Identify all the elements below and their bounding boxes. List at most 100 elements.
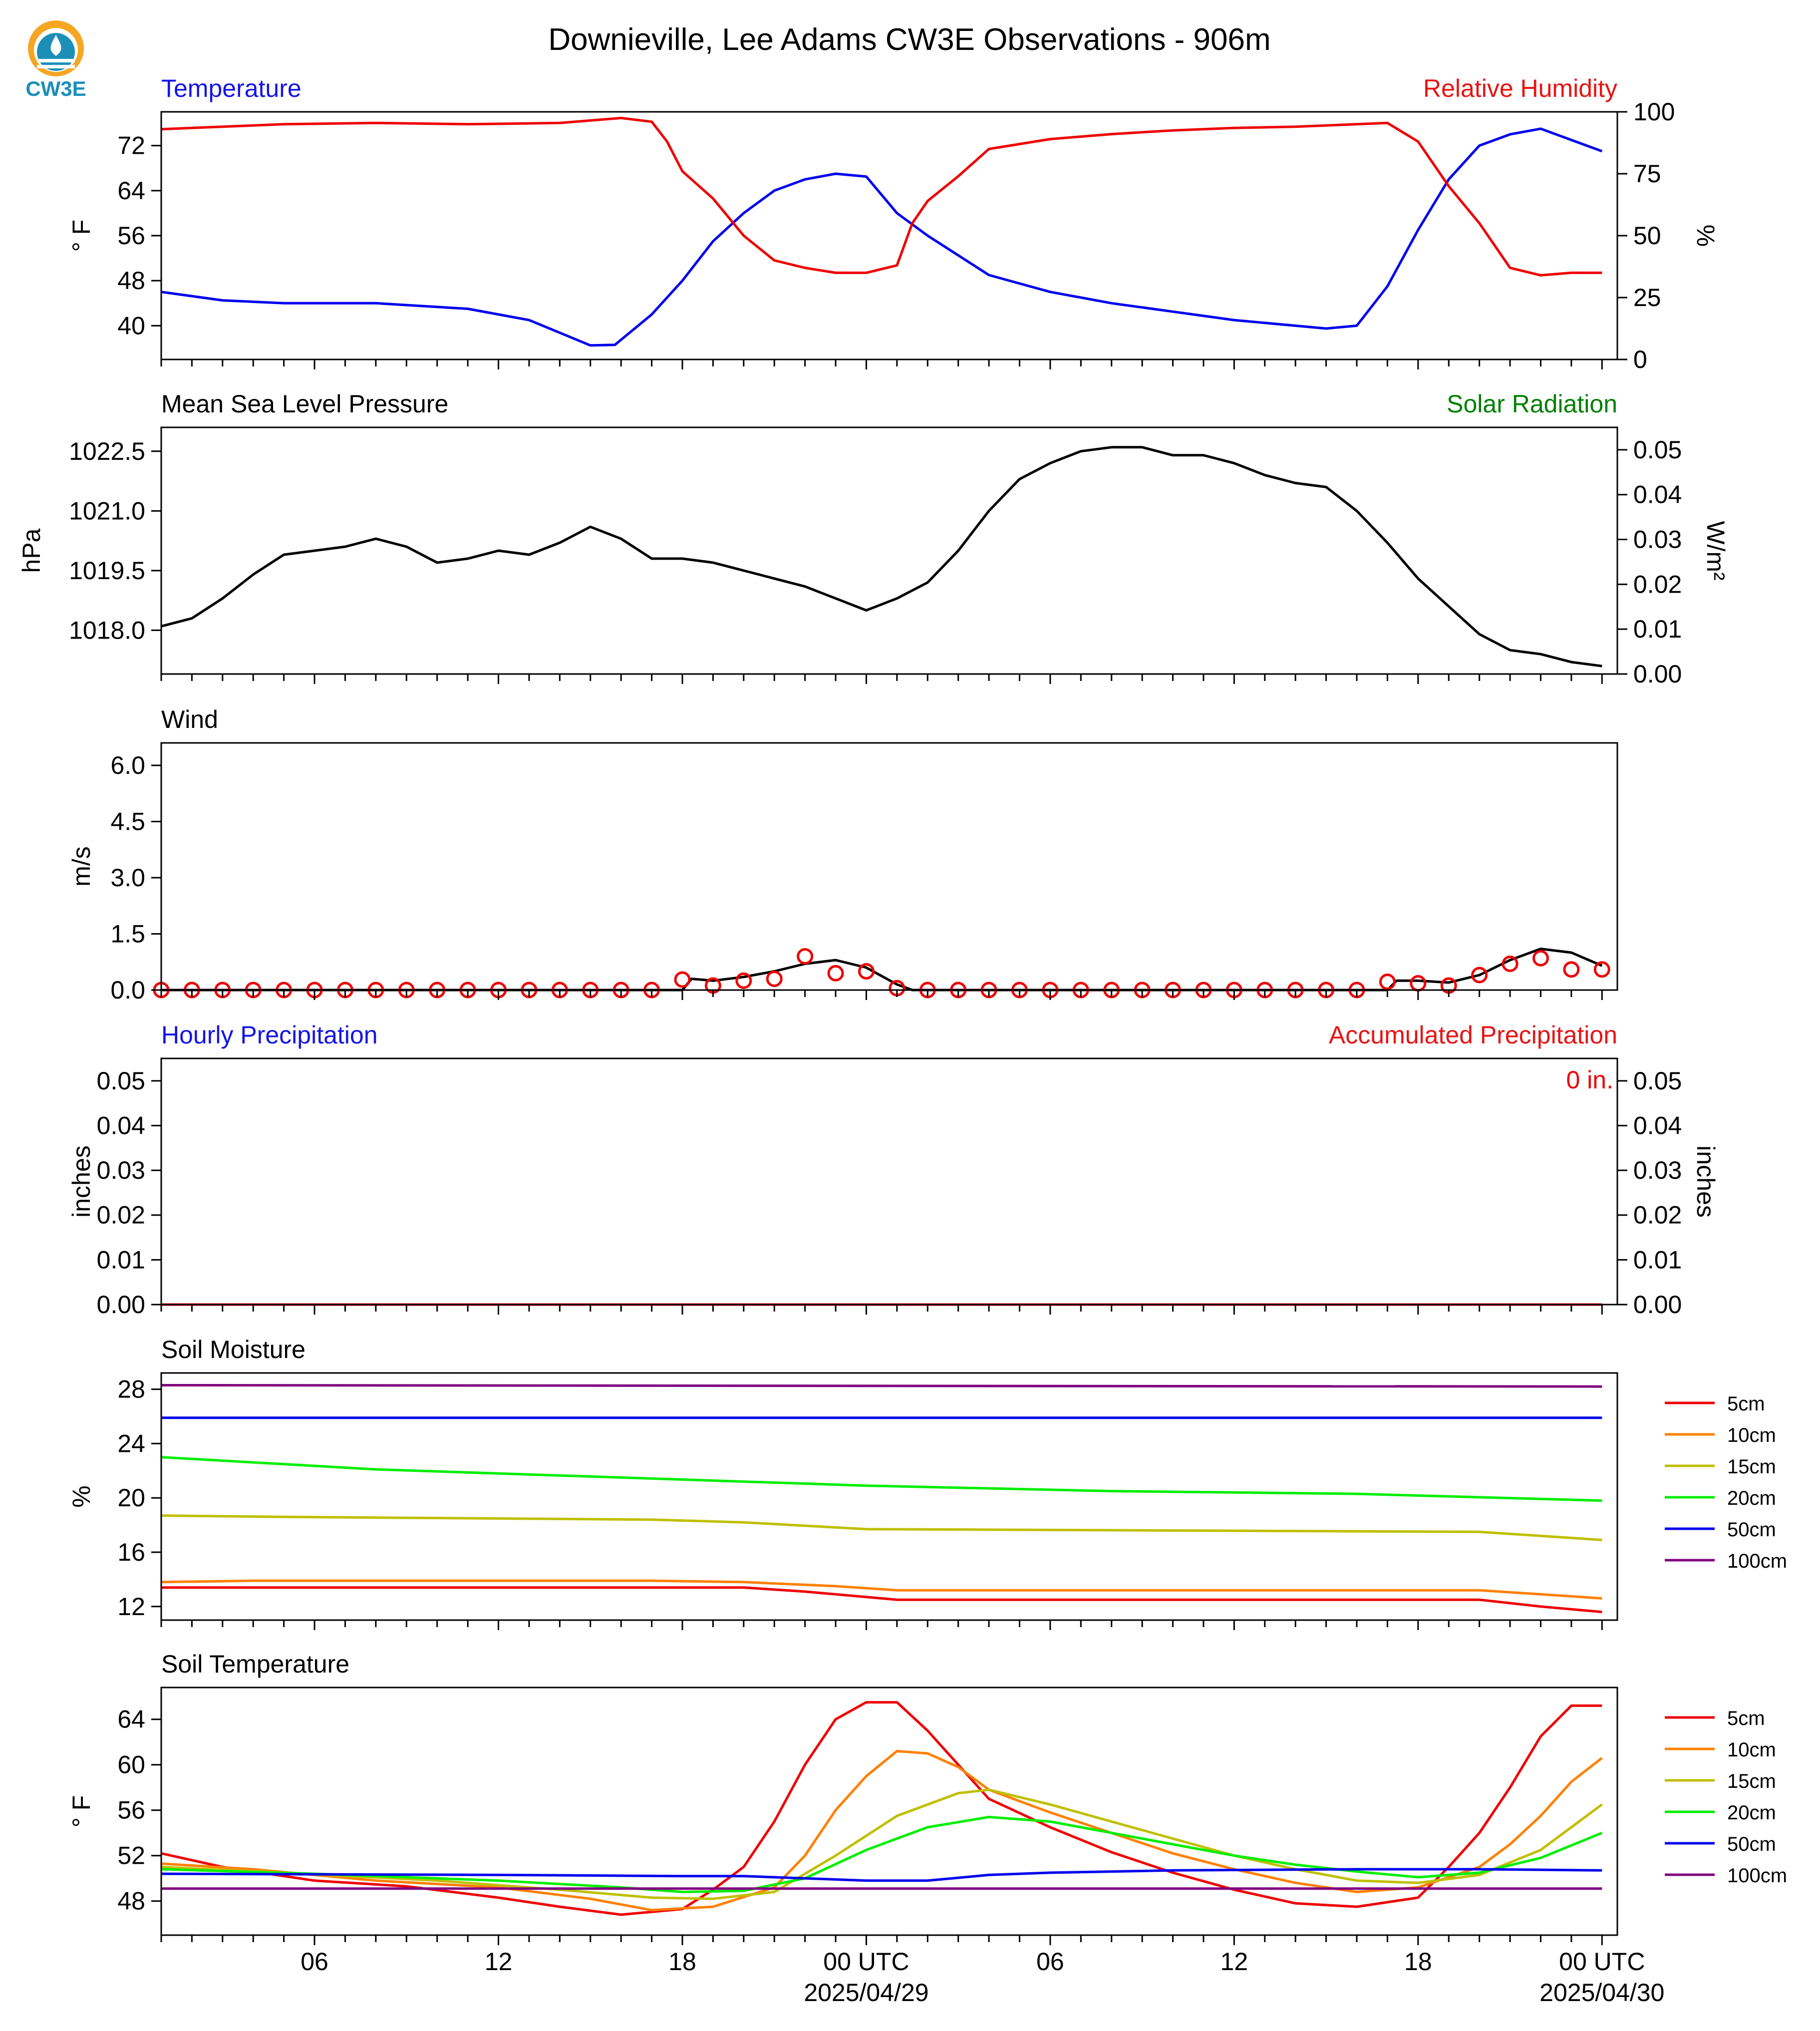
chart-title: Downieville, Lee Adams CW3E Observations… [548,22,1270,57]
series-line-100cm [161,1384,1602,1388]
series-line-5cm [161,1701,1602,1916]
y-tick-label-left: 48 [117,267,145,295]
legend-label: 50cm [1727,1519,1776,1541]
y-tick-label-right: 0.03 [1633,1156,1682,1184]
panel-title-left: Soil Temperature [161,1650,349,1678]
y-tick-label-left: 52 [117,1842,145,1870]
x-tick-label: 06 [1036,1948,1064,1976]
cw3e-logo-text: CW3E [25,77,86,100]
y-tick-label-left: 64 [117,1705,145,1733]
y-tick-label-right: 25 [1633,284,1661,312]
series-group [161,1384,1602,1614]
panel-title-left: Mean Sea Level Pressure [161,390,448,418]
legend-label: 10cm [1727,1739,1776,1761]
y-tick-label-right: 0.03 [1633,526,1682,554]
panel-title-left: Hourly Precipitation [161,1021,378,1049]
y-tick-label-right: 0.00 [1633,1291,1682,1319]
y-axis-label-left: inches [67,1145,95,1218]
legend-label: 15cm [1727,1770,1776,1792]
y-tick-label-left: 4.5 [110,808,145,836]
y-tick-label-right: 0.00 [1633,660,1682,688]
wind-gust-marker [1471,967,1488,984]
y-tick-label-left: 1.5 [110,920,145,948]
y-tick-label-right: 0.01 [1633,615,1682,643]
y-tick-label-right: 0.04 [1633,481,1682,509]
y-tick-label-left: 0.02 [97,1201,145,1229]
y-axis-label-left: % [67,1485,95,1507]
panel-frame [160,1687,1618,1936]
panel-3: Hourly Precipitation Accumulated Precipit… [67,1021,1720,1319]
panel-title-left: Soil Moisture [161,1336,305,1363]
panel-1: Mean Sea Level Pressure Solar Radiation 10… [17,390,1730,688]
y-tick-label-right: 0 [1633,345,1647,373]
wind-gust-marker [674,971,691,988]
y-tick-label-left: 64 [117,177,145,205]
panel-2: Wind 0.0 1.5 3.0 4.5 6.0 m/s [67,705,1618,1004]
x-axis: 06 12 18 00 UTC 06 12 18 00 UTC 2025/04/29 2025/0… [301,1948,1664,2007]
series-line-10cm [161,1579,1602,1600]
wind-gust-marker [1379,974,1396,990]
legend-label: 50cm [1727,1833,1776,1855]
panel-5: Soil Temperature 48 52 56 60 64 ° F 5cm 10cm 15cm… [67,1650,1787,1945]
x-tick-label: 00 UTC [1559,1948,1645,1976]
chart-panels: Temperature Relative Humidity 40 48 56 64 72 0 2… [17,74,1787,1945]
panel-4: Soil Moisture 12 16 20 24 28% 5cm 10cm 15cm 20cm 5… [67,1336,1787,1630]
series-line-15cm [161,1788,1603,1900]
series-line-1 [161,116,1602,277]
y-tick-label-left: 40 [117,312,145,339]
y-tick-label-left: 12 [117,1593,145,1621]
y-tick-label-left: 16 [117,1538,145,1566]
panel-frame [160,1372,1618,1621]
y-tick-label-left: 1021.0 [69,497,145,525]
y-tick-label-left: 72 [117,132,145,160]
panel-title-left: Temperature [161,74,302,102]
y-axis-label-right: W/m² [1702,521,1730,580]
y-tick-label-left: 20 [117,1484,145,1512]
x-tick-label: 12 [1220,1948,1248,1976]
y-tick-label-left: 56 [117,1796,145,1824]
legend-label: 20cm [1727,1802,1776,1824]
legend-label: 20cm [1727,1487,1776,1509]
series-group [161,1701,1603,1916]
y-tick-label-right: 0.05 [1633,1067,1682,1095]
y-tick-label-right: 0.01 [1633,1246,1682,1274]
y-tick-label-right: 75 [1633,160,1661,188]
panel-title-right: Accumulated Precipitation [1329,1021,1617,1049]
panel-frame [160,1057,1618,1306]
y-tick-label-right: 0.02 [1633,1201,1682,1229]
y-tick-label-left: 0.01 [97,1246,145,1274]
y-tick-label-right: 0.05 [1633,436,1682,464]
series-group [161,446,1602,668]
y-tick-label-left: 6.0 [110,751,145,779]
series-group [161,116,1603,347]
series-line-5cm [161,1586,1602,1614]
y-tick-label-left: 56 [117,222,145,250]
series-line-50cm [161,1868,1602,1882]
x-date-label: 2025/04/30 [1539,1979,1664,2007]
y-axis-label-left: ° F [67,220,95,252]
y-tick-label-left: 1022.5 [69,437,145,465]
x-tick-label: 00 UTC [823,1948,909,1976]
y-tick-label-left: 1018.0 [69,616,145,644]
accumulated-precip-annotation: 0 in. [1566,1066,1613,1094]
y-tick-label-left: 1019.5 [69,557,145,585]
y-tick-label-left: 28 [117,1375,145,1403]
wind-gust-marker [827,965,844,982]
x-tick-label: 06 [301,1948,328,1976]
y-tick-label-right: 0.02 [1633,570,1682,598]
panel-frame [160,742,1618,991]
panel-title-left: Wind [161,705,218,733]
series-line-15cm [161,1514,1602,1541]
wind-gust-marker [766,971,783,987]
panel-frame [160,426,1618,675]
x-tick-label: 18 [1404,1948,1432,1976]
series-line-20cm [161,1456,1602,1502]
wind-gust-marker [1593,961,1610,978]
legend-label: 100cm [1727,1550,1787,1572]
legend-label: 100cm [1727,1865,1787,1887]
legend-label: 15cm [1727,1456,1776,1478]
y-tick-label-left: 60 [117,1751,145,1779]
y-tick-label-left: 3.0 [110,864,145,892]
y-axis-label-right: inches [1692,1145,1720,1218]
